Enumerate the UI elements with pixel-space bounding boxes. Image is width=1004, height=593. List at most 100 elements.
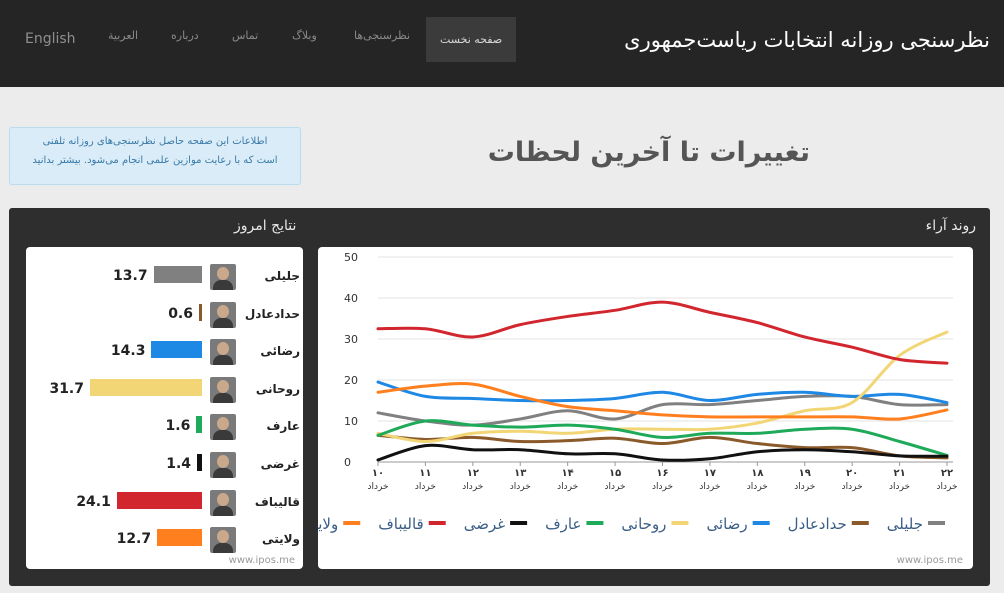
today-results-panel: 13.7 جلیلی 0.6 حدادعادل 14.3 رضائی 31.7 روحانی 1… bbox=[26, 247, 303, 569]
x-tick-sublabel: خرداد bbox=[462, 482, 483, 492]
x-tick-sublabel: خرداد bbox=[842, 482, 863, 492]
x-tick-sublabel: خرداد bbox=[510, 482, 531, 492]
candidate-name: قالیباف bbox=[254, 494, 300, 509]
site-title[interactable]: نظرسنجی روزانه انتخابات ریاست‌جمهوری bbox=[624, 28, 990, 52]
nav-item-contact[interactable]: تماس bbox=[232, 29, 259, 42]
x-tick-sublabel: خرداد bbox=[557, 482, 578, 492]
candidate-photo bbox=[210, 376, 236, 403]
candidate-name: جلیلی bbox=[264, 269, 300, 283]
candidate-name: حدادعادل bbox=[244, 306, 300, 321]
x-tick-sublabel: خرداد bbox=[794, 482, 815, 492]
result-row: 1.4 غرضی bbox=[26, 452, 301, 480]
candidate-photo bbox=[210, 414, 236, 441]
x-tick-sublabel: خرداد bbox=[936, 482, 957, 492]
trend-watermark: www.ipos.me bbox=[896, 555, 963, 566]
result-row: 1.6 عارف bbox=[26, 414, 301, 442]
x-tick-label: ۲۲ bbox=[941, 468, 953, 479]
legend-label: روحانی bbox=[621, 515, 666, 533]
x-tick-label: ۱۱ bbox=[419, 468, 431, 479]
result-bar bbox=[90, 378, 202, 396]
result-value: 1.4 bbox=[166, 456, 192, 472]
result-value: 31.7 bbox=[49, 380, 84, 397]
result-bar bbox=[199, 303, 202, 321]
candidate-name: غرضی bbox=[260, 457, 300, 471]
legend-label: حدادعادل bbox=[788, 515, 847, 533]
candidate-name: عارف bbox=[266, 419, 300, 434]
candidate-photo bbox=[210, 264, 236, 290]
x-tick-label: ۱۴ bbox=[562, 468, 574, 479]
result-row: 24.1 قالیباف bbox=[26, 489, 301, 518]
trend-chart-panel: 0 10 20 30 40 50 ۱۰ خرداد ۱۱ خرداد ۱۲ خرداد ۱۳ خرداد ۱… bbox=[301, 247, 973, 569]
y-tick-label: 20 bbox=[344, 374, 358, 387]
info-line-1: اطلاعات این صفحه حاصل نظرسنجی‌های روزانه… bbox=[42, 136, 268, 147]
result-value: 14.3 bbox=[110, 343, 146, 360]
series-line bbox=[376, 419, 949, 457]
legend-label: غرضی bbox=[464, 515, 506, 533]
results-section: روند آراء نتایج امروز 13.7 جلیلی 0.6 حدادعا… bbox=[9, 208, 990, 586]
nav-item-home[interactable]: صفحه نخست bbox=[426, 17, 517, 62]
result-value: 13.7 bbox=[113, 268, 148, 284]
x-tick-label: ۱۵ bbox=[609, 468, 621, 479]
candidate-photo bbox=[210, 489, 236, 516]
x-tick-sublabel: خرداد bbox=[652, 482, 673, 492]
legend-label: رضائی bbox=[706, 515, 747, 533]
result-value: 12.7 bbox=[116, 531, 152, 548]
series-line bbox=[376, 380, 949, 405]
candidate-name: روحانی bbox=[255, 381, 300, 396]
x-tick-label: ۱۹ bbox=[799, 468, 811, 479]
result-bar bbox=[151, 341, 202, 359]
x-tick-label: ۱۷ bbox=[704, 468, 716, 479]
candidate-photo bbox=[210, 527, 236, 554]
trend-panel-title: روند آراء bbox=[925, 218, 976, 234]
nav-item-arabic[interactable]: العربية bbox=[108, 29, 139, 42]
x-tick-label: ۱۶ bbox=[656, 468, 668, 479]
x-tick-label: ۱۳ bbox=[514, 468, 526, 479]
series-line bbox=[376, 330, 949, 444]
candidate-name: ولایتی bbox=[262, 532, 300, 547]
x-tick-label: ۱۲ bbox=[467, 468, 479, 479]
result-value: 0.6 bbox=[168, 305, 193, 322]
candidate-name: رضائی bbox=[260, 344, 300, 359]
today-watermark: www.ipos.me bbox=[228, 555, 295, 566]
x-tick-label: ۱۰ bbox=[372, 468, 384, 479]
candidate-photo bbox=[210, 301, 236, 328]
y-tick-label: 10 bbox=[344, 415, 358, 428]
result-row: 0.6 حدادعادل bbox=[26, 301, 301, 330]
candidate-photo bbox=[210, 339, 236, 366]
y-tick-label: 30 bbox=[344, 333, 358, 346]
page-heading: تغییرات تا آخرین لحظات bbox=[487, 137, 810, 168]
x-tick-sublabel: خرداد bbox=[747, 482, 768, 492]
result-row: 12.7 ولایتی bbox=[26, 527, 301, 555]
top-navbar: نظرسنجی روزانه انتخابات ریاست‌جمهوری صفح… bbox=[0, 0, 1004, 87]
result-row: 14.3 رضائی bbox=[26, 339, 301, 367]
legend-label: ولایتی bbox=[318, 515, 338, 533]
info-line-2[interactable]: است که با رعایت موازین علمی انجام می‌شود… bbox=[32, 155, 278, 166]
nav-item-english[interactable]: English bbox=[25, 31, 76, 47]
result-row: 31.7 روحانی bbox=[26, 376, 301, 405]
series-line bbox=[376, 382, 949, 421]
result-bar bbox=[116, 491, 202, 509]
y-tick-label: 50 bbox=[344, 251, 358, 264]
legend-label: عارف bbox=[545, 515, 581, 533]
info-box: اطلاعات این صفحه حاصل نظرسنجی‌های روزانه… bbox=[9, 127, 301, 185]
result-value: 24.1 bbox=[76, 493, 111, 510]
x-tick-sublabel: خرداد bbox=[367, 482, 388, 492]
candidate-photo bbox=[210, 452, 236, 478]
x-tick-sublabel: خرداد bbox=[699, 482, 720, 492]
result-bar bbox=[157, 529, 202, 547]
x-tick-label: ۲۱ bbox=[893, 468, 905, 479]
series-line bbox=[376, 443, 949, 462]
legend-label: جلیلی bbox=[887, 515, 923, 533]
result-bar bbox=[196, 416, 202, 434]
x-tick-label: ۱۸ bbox=[751, 468, 763, 479]
y-tick-label: 0 bbox=[344, 456, 351, 469]
nav-item-polls[interactable]: نظرسنجی‌ها bbox=[354, 29, 411, 42]
y-tick-label: 40 bbox=[344, 292, 358, 305]
x-tick-sublabel: خرداد bbox=[415, 482, 436, 492]
x-tick-label: ۲۰ bbox=[846, 468, 858, 479]
result-bar bbox=[153, 266, 202, 283]
nav-item-blog[interactable]: وبلاگ bbox=[292, 29, 317, 42]
legend-label: قالیباف bbox=[378, 515, 423, 533]
nav-item-about[interactable]: درباره bbox=[171, 29, 199, 42]
x-tick-sublabel: خرداد bbox=[605, 482, 626, 492]
